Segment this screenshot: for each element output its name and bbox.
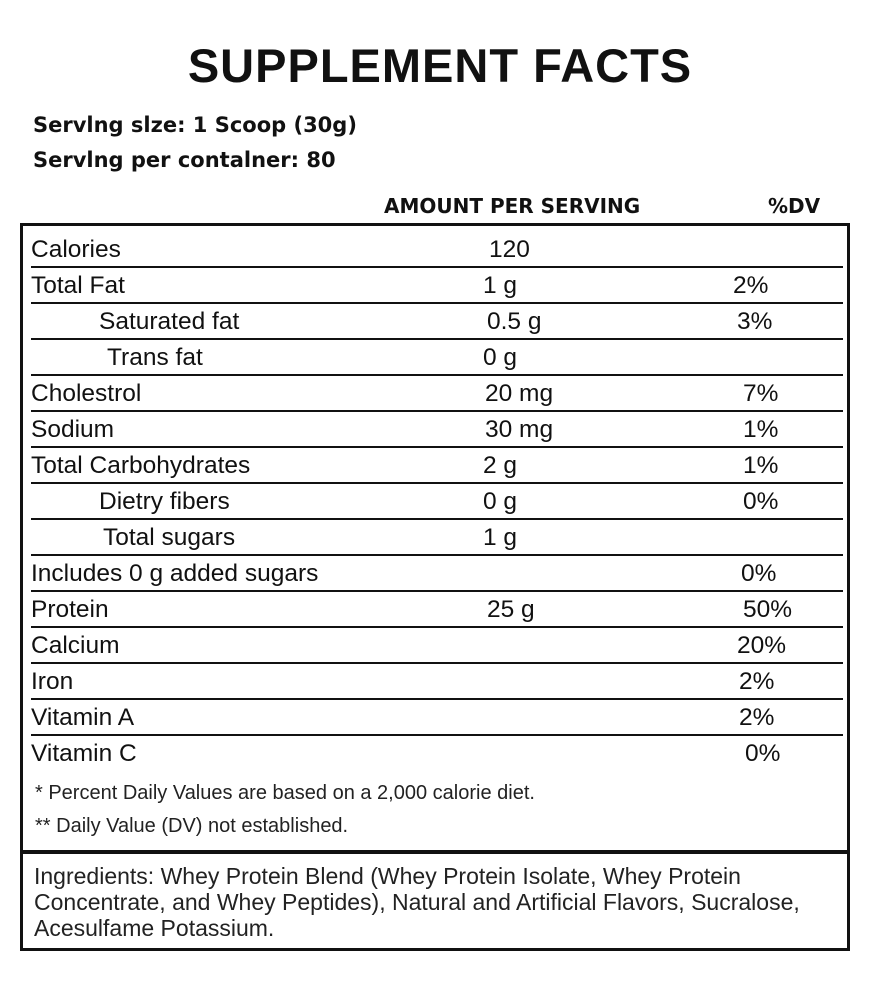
amount-per-serving-header: AMOUNT PER SERVING bbox=[384, 194, 641, 218]
servings-per-container: Servlng per contalner: 80 bbox=[33, 148, 336, 172]
nutrient-amount: 120 bbox=[489, 236, 530, 263]
nutrient-dv: 2% bbox=[733, 272, 769, 299]
row-divider bbox=[31, 410, 843, 412]
nutrient-label: Trans fat bbox=[107, 344, 203, 371]
nutrient-row-total-sugars: Total sugars 1 g bbox=[31, 520, 843, 556]
nutrient-row-cholesterol: Cholestrol 20 mg 7% bbox=[31, 376, 843, 412]
nutrient-row-protein: Protein 25 g 50% bbox=[31, 592, 843, 628]
footnote-dv-not-established: ** Daily Value (DV) not established. bbox=[35, 815, 349, 837]
nutrient-row-saturated-fat: Saturated fat 0.5 g 3% bbox=[31, 304, 843, 340]
nutrient-label: Vitamin C bbox=[31, 740, 137, 767]
nutrient-amount: 1 g bbox=[483, 524, 518, 551]
nutrient-dv: 2% bbox=[739, 668, 775, 695]
row-divider bbox=[31, 590, 843, 592]
ingredients-text: Ingredients: Whey Protein Blend (Whey Pr… bbox=[34, 863, 800, 941]
nutrient-row-iron: Iron 2% bbox=[31, 664, 843, 700]
nutrient-dv: 0% bbox=[741, 560, 777, 587]
row-divider bbox=[31, 302, 843, 304]
nutrition-facts-table: Calories 120 Total Fat 1 g 2% Saturated … bbox=[20, 223, 850, 853]
nutrient-amount: 20 mg bbox=[485, 380, 554, 407]
nutrient-label: Cholestrol bbox=[31, 380, 142, 407]
nutrient-row-total-fat: Total Fat 1 g 2% bbox=[31, 268, 843, 304]
row-divider bbox=[31, 374, 843, 376]
row-divider bbox=[31, 338, 843, 340]
nutrient-amount: 30 mg bbox=[485, 416, 554, 443]
nutrient-row-added-sugars: Includes 0 g added sugars 0% bbox=[31, 556, 843, 592]
nutrient-dv: 3% bbox=[737, 308, 773, 335]
nutrient-amount: 25 g bbox=[487, 596, 535, 623]
nutrient-dv: 20% bbox=[737, 632, 787, 659]
nutrient-dv: 1% bbox=[743, 416, 779, 443]
nutrient-amount: 2 g bbox=[483, 452, 518, 479]
nutrient-row-calories: Calories 120 bbox=[31, 232, 843, 268]
nutrient-label: Iron bbox=[31, 668, 74, 695]
nutrient-row-sodium: Sodium 30 mg 1% bbox=[31, 412, 843, 448]
nutrient-label: Calories bbox=[31, 236, 121, 263]
nutrient-row-trans-fat: Trans fat 0 g bbox=[31, 340, 843, 376]
row-divider bbox=[31, 446, 843, 448]
nutrient-row-vitamin-a: Vitamin A 2% bbox=[31, 700, 843, 736]
row-divider bbox=[31, 266, 843, 268]
nutrient-label: Includes 0 g added sugars bbox=[31, 560, 319, 587]
row-divider bbox=[31, 734, 843, 736]
row-divider bbox=[31, 662, 843, 664]
nutrient-dv: 1% bbox=[743, 452, 779, 479]
nutrient-dv: 7% bbox=[743, 380, 779, 407]
footnote-daily-values: * Percent Daily Values are based on a 2,… bbox=[35, 782, 535, 804]
nutrient-amount: 0 g bbox=[483, 344, 518, 371]
nutrient-label: Total sugars bbox=[103, 524, 236, 551]
row-divider bbox=[31, 626, 843, 628]
row-divider bbox=[31, 698, 843, 700]
nutrient-row-calcium: Calcium 20% bbox=[31, 628, 843, 664]
row-divider bbox=[31, 554, 843, 556]
nutrient-label: Saturated fat bbox=[99, 308, 240, 335]
nutrient-label: Dietry fibers bbox=[99, 488, 230, 515]
nutrient-row-total-carbohydrates: Total Carbohydrates 2 g 1% bbox=[31, 448, 843, 484]
nutrient-amount: 0 g bbox=[483, 488, 518, 515]
nutrient-label: Vitamin A bbox=[31, 704, 135, 731]
nutrient-amount: 0.5 g bbox=[487, 308, 542, 335]
serving-size: Servlng slze: 1 Scoop (30g) bbox=[33, 113, 357, 137]
nutrient-row-vitamin-c: Vitamin C 0% bbox=[31, 736, 843, 772]
nutrient-dv: 2% bbox=[739, 704, 775, 731]
nutrient-amount: 1 g bbox=[483, 272, 518, 299]
nutrient-label: Sodium bbox=[31, 416, 115, 443]
nutrient-row-dietary-fiber: Dietry fibers 0 g 0% bbox=[31, 484, 843, 520]
ingredients-box: Ingredients: Whey Protein Blend (Whey Pr… bbox=[20, 851, 850, 951]
nutrient-dv: 0% bbox=[745, 740, 781, 767]
nutrient-label: Total Carbohydrates bbox=[31, 452, 251, 479]
nutrient-label: Protein bbox=[31, 596, 109, 623]
row-divider bbox=[31, 482, 843, 484]
nutrient-label: Calcium bbox=[31, 632, 120, 659]
nutrient-dv: 0% bbox=[743, 488, 779, 515]
daily-value-header: %DV bbox=[768, 194, 821, 218]
row-divider bbox=[31, 518, 843, 520]
nutrient-dv: 50% bbox=[743, 596, 793, 623]
nutrient-label: Total Fat bbox=[31, 272, 125, 299]
page-title: SUPPLEMENT FACTS bbox=[187, 39, 693, 92]
